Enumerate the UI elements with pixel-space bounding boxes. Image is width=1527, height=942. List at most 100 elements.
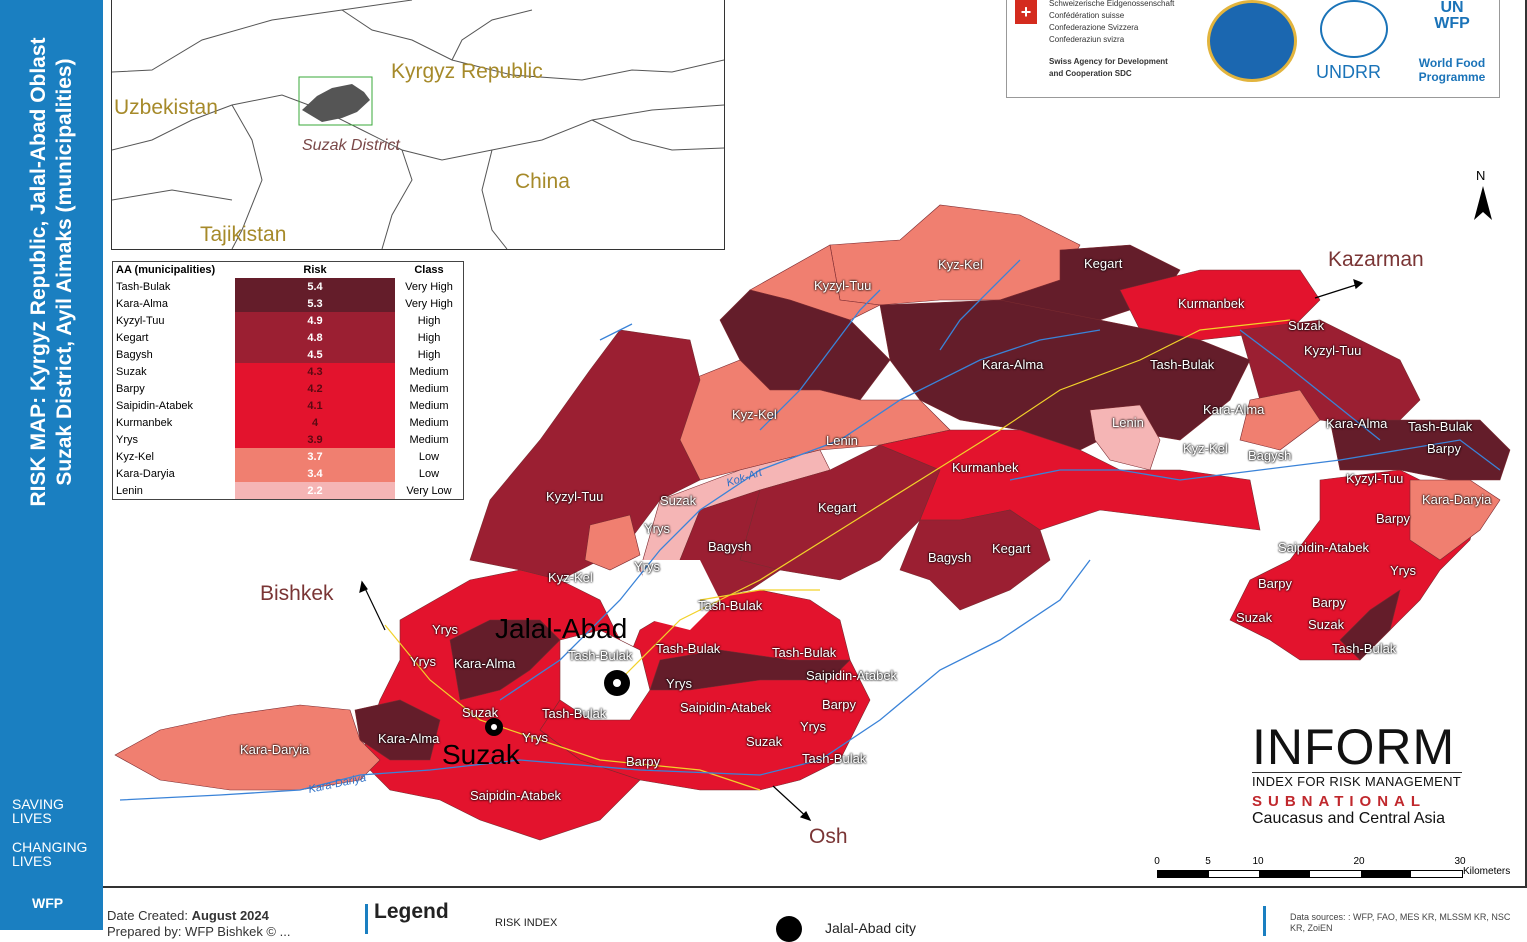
municipality-label: Kara-Alma [1326, 416, 1388, 431]
municipality-label: Saipidin-Atabek [806, 668, 898, 683]
sdc-agency: Swiss Agency for Development and Coopera… [1049, 56, 1168, 80]
wfp-footer-logo: WFP [32, 895, 64, 911]
municipality-label: Kegart [992, 541, 1031, 556]
risk-row-class: Very Low [406, 484, 452, 497]
municipality-label: Tash-Bulak [1150, 357, 1215, 372]
municipality-label: Barpy [1376, 511, 1410, 526]
municipality-label: Barpy [1312, 595, 1346, 610]
direction-arrows [359, 279, 1364, 822]
legend-divider [365, 904, 368, 934]
risk-row-value: 4.9 [235, 312, 395, 329]
map-title-line1: RISK MAP: Kyrgyz Republic, Jalal-Abad Ob… [27, 37, 50, 507]
risk-row: Kegart 4.8 High [113, 329, 464, 346]
scale-segment [1208, 871, 1260, 877]
risk-row-class: High [417, 348, 441, 361]
inset-label-tajikistan: Tajikistan [200, 223, 287, 246]
region-tash-bulak-south [649, 649, 851, 691]
scale-bar: 0 5 10 20 30 Kilometers [1154, 856, 1510, 878]
risk-row-class: High [417, 331, 441, 344]
risk-row-name: Kyz-Kel [116, 450, 154, 463]
district-map [114, 186, 1511, 841]
river-north-a [939, 259, 1021, 351]
municipality-label: Kyzyl-Tuu [1304, 343, 1362, 358]
city-label-suzak: Suzak [442, 739, 520, 770]
risk-row-value: 4.1 [235, 397, 395, 414]
jalal-abad-city-area [559, 629, 651, 721]
data-sources: Data sources: : WFP, FAO, MES KR, MLSSM … [1290, 912, 1511, 933]
rivers [119, 259, 1501, 801]
municipality-label: Tash-Bulak [772, 645, 837, 660]
municipality-label: Barpy [1427, 441, 1461, 456]
arrowhead-kazarman [1353, 279, 1364, 290]
risk-row-name: Yrys [116, 433, 138, 446]
inform-subnational: SUBNATIONAL [1252, 793, 1427, 810]
arrow-kazarman [1314, 282, 1363, 299]
scale-segment [1360, 871, 1412, 877]
sources-divider [1263, 906, 1266, 936]
municipality-label: Barpy [626, 754, 660, 769]
slogan-word: CHANGING [12, 839, 88, 855]
risk-row-name: Kara-Daryia [116, 467, 175, 480]
risk-table: AA (municipalities) Risk Class Tash-Bula… [112, 261, 464, 500]
risk-row-name: Tash-Bulak [116, 280, 171, 293]
municipality-label: Suzak [746, 734, 783, 749]
inset-label-uzbekistan: Uzbekistan [114, 96, 218, 119]
municipality-label: Tash-Bulak [698, 598, 763, 613]
inset-locator-map: Kyrgyz Republic Uzbekistan China Tajikis… [111, 0, 725, 250]
arrowhead-osh [799, 810, 812, 822]
wfp-badge-icon: UN WFP [1417, 0, 1487, 50]
risk-row: Kyzyl-Tuu 4.9 High [113, 312, 464, 329]
risk-row-name: Kegart [116, 331, 149, 344]
scale-segments [1157, 870, 1463, 878]
risk-row-class: Medium [409, 382, 449, 395]
river-northwest [759, 289, 881, 431]
municipality-label: Kyz-Kel [1183, 441, 1228, 456]
inset-label-kyrgyz: Kyrgyz Republic [391, 60, 543, 83]
risk-row: Yrys 3.9 Medium [113, 431, 464, 448]
slogan-saving: SAVING LIVES [12, 797, 64, 825]
risk-row-name: Kara-Alma [116, 297, 168, 310]
scale-tick: 30 [1454, 856, 1466, 867]
municipality-label: Kyzyl-Tuu [814, 278, 872, 293]
municipality-label: Kara-Daryia [1422, 492, 1492, 507]
inset-label-district: Suzak District [302, 137, 400, 154]
white-gap-center [640, 560, 720, 630]
scale-segment [1259, 871, 1311, 877]
date-label: Date Created: [107, 908, 188, 923]
slogan-word: LIVES [12, 853, 52, 869]
scale-segment [1310, 871, 1361, 877]
sdc-sub-line: and Cooperation SDC [1049, 69, 1132, 78]
sdc-line: Confédération suisse [1049, 11, 1125, 20]
risk-row-class: Medium [409, 416, 449, 429]
risk-row-class: Medium [409, 399, 449, 412]
region-kyz-kel-west [584, 514, 641, 571]
river-kok-art [499, 329, 1101, 701]
municipality-label: Bagysh [928, 550, 972, 565]
map-title-line2: Suzak District, Ayil Aimaks (municipalit… [53, 58, 76, 486]
slogan-word: SAVING [12, 796, 64, 812]
scale-tick: 20 [1353, 856, 1365, 867]
suzak-district-silhouette [302, 84, 370, 122]
risk-row-class: Very High [405, 297, 453, 310]
municipality-label: Tash-Bulak [542, 706, 607, 721]
municipality-label: Yrys [800, 719, 826, 734]
date-value: August 2024 [191, 908, 269, 923]
municipality-label: Tash-Bulak [568, 648, 633, 663]
risk-row: Kurmanbek 4 Medium [113, 414, 464, 431]
scale-units: Kilometers [1463, 866, 1511, 877]
municipality-label: Tash-Bulak [1332, 641, 1397, 656]
wfp-name-line: Programme [1418, 70, 1486, 84]
river-east-branch [1239, 329, 1381, 441]
municipality-label: Yrys [644, 521, 670, 536]
inset-border-lines [112, 0, 724, 249]
legend-city-label: Jalal-Abad city [825, 920, 917, 936]
road-main [384, 624, 761, 791]
municipality-label: Yrys [432, 622, 458, 637]
north-label: N [1476, 168, 1486, 183]
risk-row-class: Low [418, 467, 440, 480]
municipality-label: Yrys [666, 676, 692, 691]
risk-row-value: 4.8 [235, 329, 395, 346]
inset-borders [112, 0, 724, 249]
municipality-label: Kara-Daryia [240, 742, 310, 757]
risk-row-name: Kyzyl-Tuu [116, 314, 165, 327]
